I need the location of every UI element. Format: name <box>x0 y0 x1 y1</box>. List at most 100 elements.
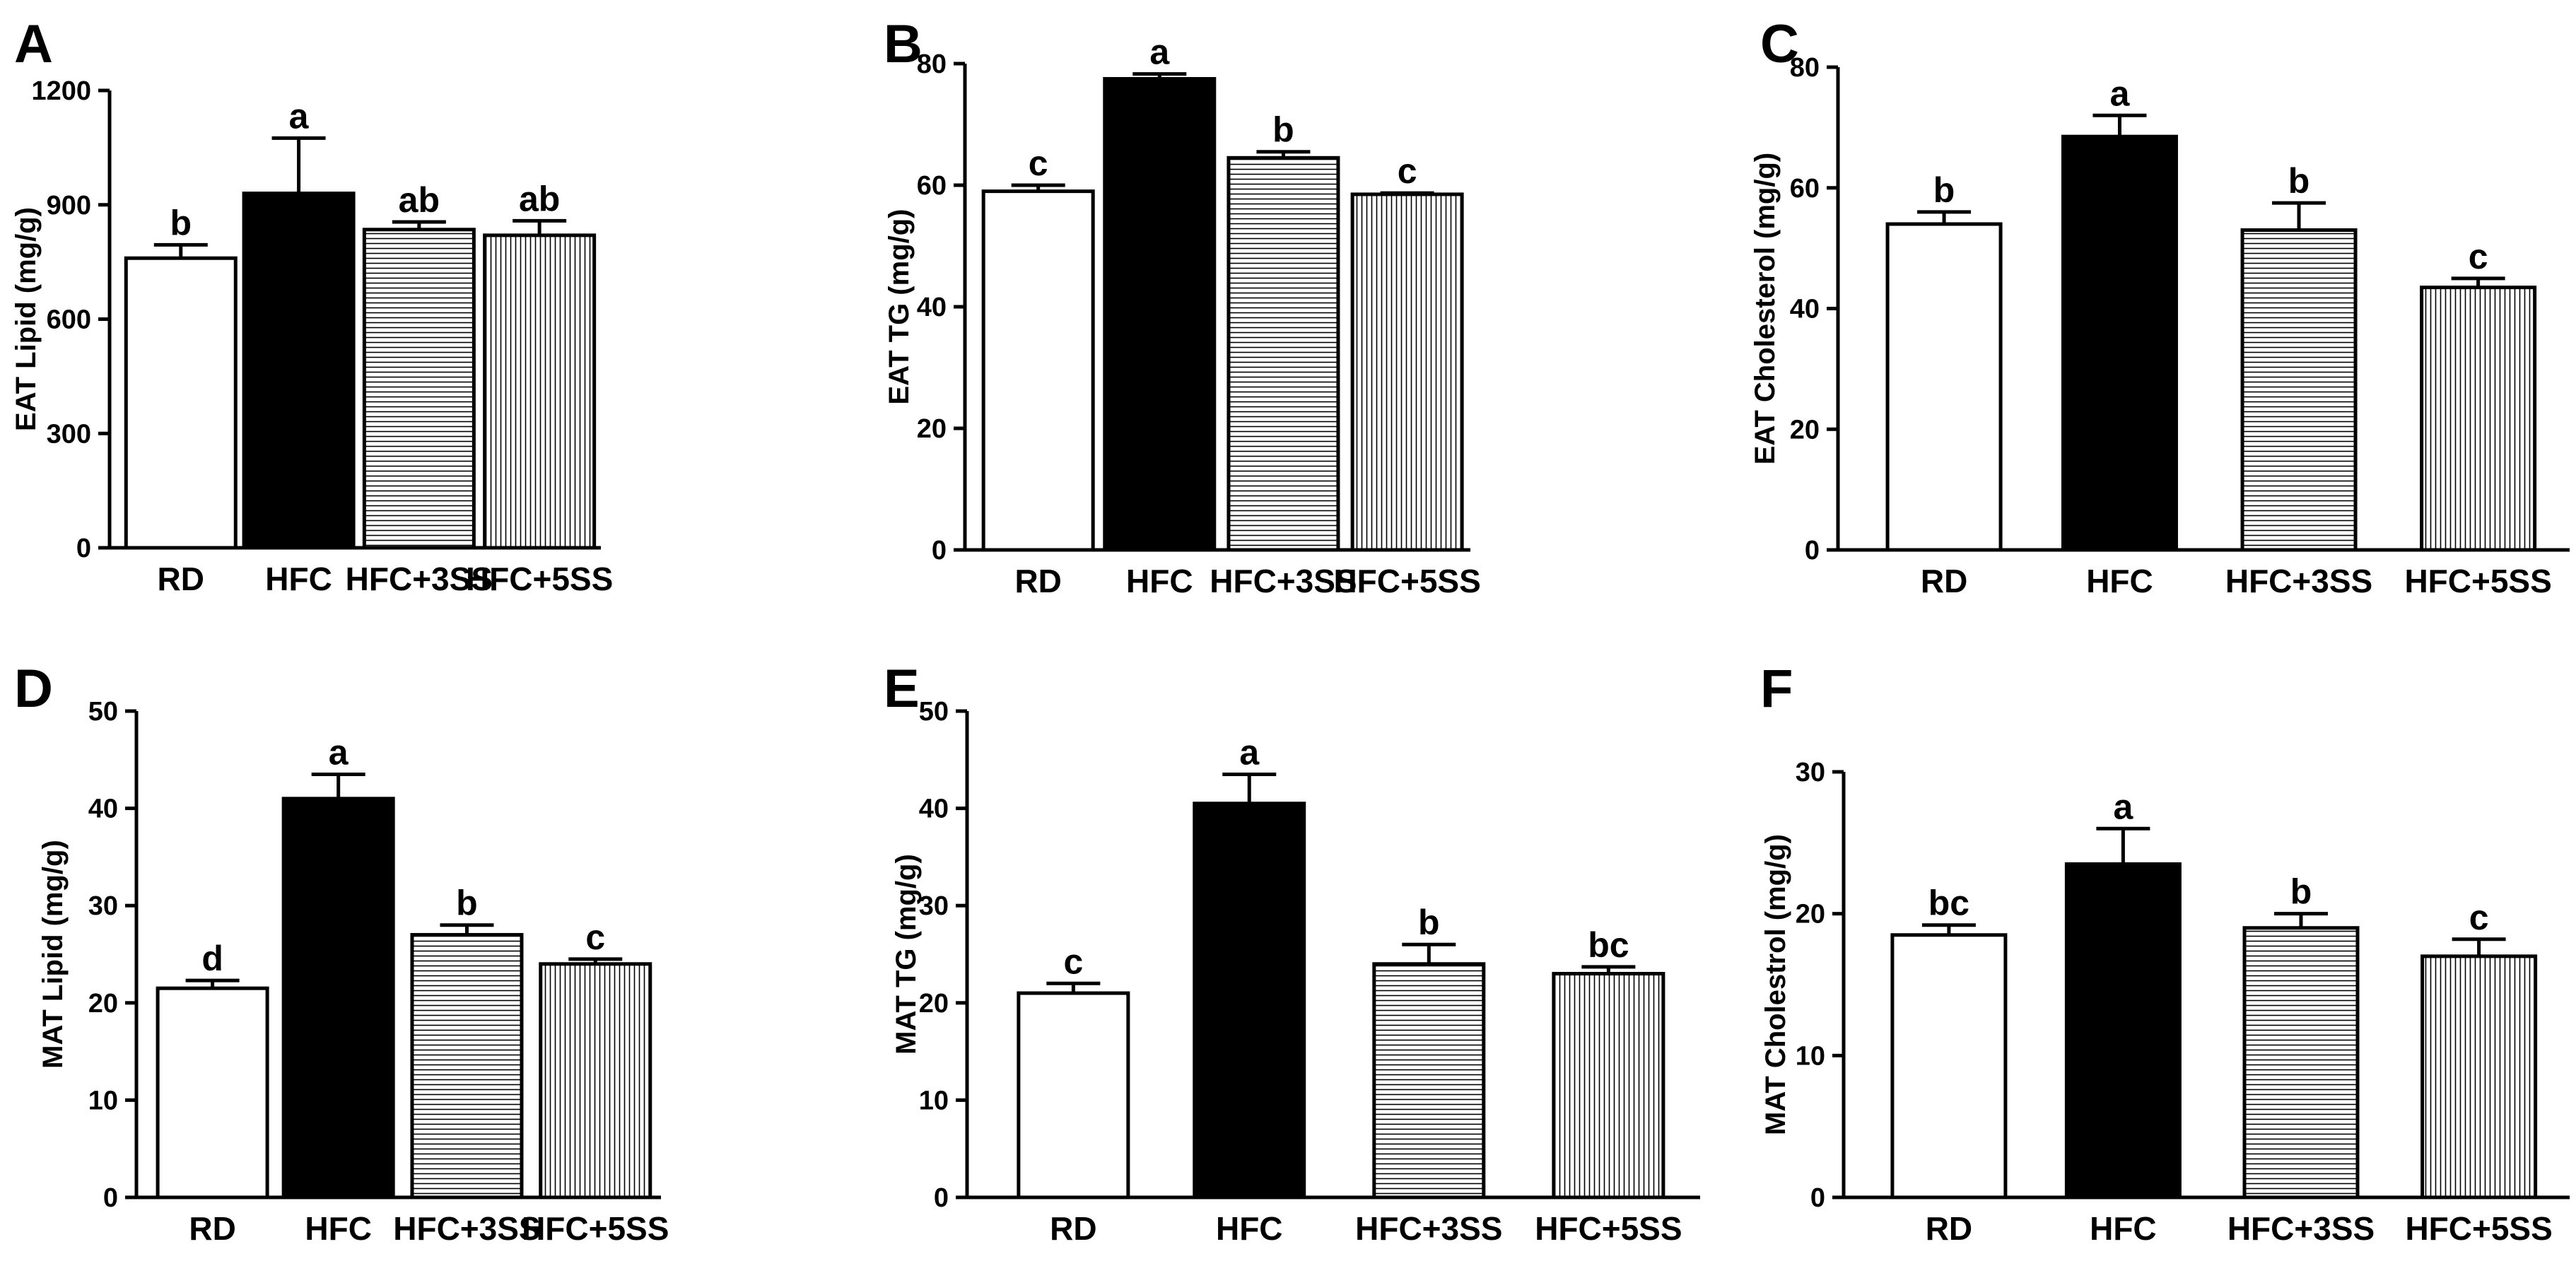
bar-hfc-3ss <box>362 228 476 550</box>
y-axis-title: MAT Lipid (mg/g) <box>37 840 69 1069</box>
x-tick-label: RD <box>1926 1210 1972 1247</box>
significance-letter: ab <box>519 179 560 218</box>
y-tick-label: 0 <box>932 536 947 565</box>
bar-hfc-5ss <box>539 962 652 1200</box>
x-tick-label: HFC+3SS <box>1355 1210 1502 1247</box>
y-tick-label: 30 <box>919 891 949 921</box>
bar-hfc <box>2061 134 2178 552</box>
y-tick-label: 60 <box>917 171 947 201</box>
x-tick-label: HFC+5SS <box>2404 563 2551 599</box>
panel-f: F 0 10 20 30 MAT Cholestrol (mg/g) bc RD a HFC b HF… <box>1760 659 2570 1247</box>
significance-letter: a <box>1149 33 1170 72</box>
x-tick-label: HFC+5SS <box>466 561 613 597</box>
bar-hfc-5ss <box>2420 954 2538 1200</box>
significance-letter: a <box>289 96 310 136</box>
bar-hfc <box>1193 802 1306 1200</box>
bar-hfc-5ss <box>1552 972 1665 1200</box>
y-tick-label: 0 <box>1810 1183 1825 1213</box>
bar-rd <box>156 986 269 1200</box>
bar-hfc-3ss <box>1226 156 1340 552</box>
x-tick-label: HFC+3SS <box>2227 1210 2375 1247</box>
y-tick-label: 50 <box>919 697 949 727</box>
bar-hfc-3ss <box>2242 926 2360 1200</box>
panel-d: D 0 10 20 30 40 50 MAT Lipid (mg/g) d RD a HFC b HFC+… <box>14 659 669 1247</box>
bar-hfc-5ss <box>1350 192 1464 552</box>
y-tick-label: 20 <box>1796 900 1825 929</box>
y-tick-label: 60 <box>1790 174 1820 204</box>
y-tick-label: 50 <box>88 697 118 727</box>
bar-hfc-3ss <box>410 932 524 1200</box>
y-tick-label: 0 <box>76 534 91 563</box>
x-tick-label: HFC+3SS <box>1210 563 1357 599</box>
y-tick-label: 10 <box>919 1086 949 1115</box>
bar-rd <box>124 256 238 550</box>
significance-letter: b <box>170 203 192 242</box>
significance-letter: c <box>1063 942 1083 981</box>
x-tick-label: RD <box>158 561 204 597</box>
y-axis-title: MAT Cholestrol (mg/g) <box>1760 834 1791 1135</box>
y-tick-label: 0 <box>103 1183 118 1213</box>
y-tick-label: 10 <box>1796 1041 1825 1071</box>
x-tick-label: HFC <box>305 1210 372 1247</box>
x-tick-label: HFC <box>1126 563 1193 599</box>
significance-letter: b <box>456 884 478 923</box>
bar-rd <box>1017 991 1130 1200</box>
panel-a: A 0 300 600 900 1200 EAT Lipid (mg/g) b RD a HFC ab… <box>11 14 613 597</box>
x-tick-label: HFC+5SS <box>522 1210 669 1247</box>
significance-letter: b <box>1272 110 1294 150</box>
y-tick-label: 30 <box>88 891 118 921</box>
significance-letter: b <box>2290 872 2312 912</box>
panel-label: D <box>14 659 53 719</box>
panel-c: C 0 20 40 60 80 EAT Cholesterol (mg/g) b RD a HFC b… <box>1750 14 2570 599</box>
significance-letter: a <box>2113 787 2133 826</box>
significance-letter: b <box>1933 170 1955 210</box>
panel-e: E 0 10 20 30 40 50 MAT TG (mg/g) c RD a HFC b HFC+3SS… <box>884 659 1700 1247</box>
x-tick-label: HFC+3SS <box>2225 563 2372 599</box>
y-tick-label: 0 <box>934 1183 949 1213</box>
y-tick-label: 1200 <box>31 76 91 106</box>
x-tick-label: HFC <box>1216 1210 1283 1247</box>
x-tick-label: RD <box>1921 563 1967 599</box>
y-tick-label: 80 <box>917 49 947 79</box>
significance-letter: c <box>2469 898 2489 937</box>
significance-letter: b <box>2288 161 2310 201</box>
panel-label: B <box>884 14 923 74</box>
x-tick-label: HFC+5SS <box>1535 1210 1682 1247</box>
x-tick-label: RD <box>1050 1210 1096 1247</box>
y-axis-title: EAT TG (mg/g) <box>884 209 915 405</box>
x-tick-label: HFC+3SS <box>393 1210 540 1247</box>
bar-hfc <box>242 192 356 550</box>
significance-letter: d <box>201 939 223 978</box>
y-tick-label: 40 <box>1790 295 1820 324</box>
significance-letter: c <box>1029 143 1048 183</box>
bar-hfc <box>1103 77 1217 552</box>
bar-rd <box>1885 222 2003 552</box>
y-tick-label: 900 <box>47 191 91 221</box>
y-axis-title: EAT Cholesterol (mg/g) <box>1750 153 1781 464</box>
panel-label: F <box>1760 659 1793 719</box>
y-tick-label: 20 <box>1790 415 1820 445</box>
y-tick-label: 40 <box>88 794 118 824</box>
significance-letter: bc <box>1588 925 1629 965</box>
x-tick-label: RD <box>189 1210 235 1247</box>
significance-letter: ab <box>399 180 440 220</box>
x-tick-label: HFC <box>2086 563 2153 599</box>
y-tick-label: 20 <box>919 989 949 1019</box>
bar-hfc-3ss <box>1372 962 1486 1200</box>
significance-letter: a <box>2110 74 2131 113</box>
significance-letter: c <box>585 917 605 957</box>
bar-rd <box>981 189 1095 552</box>
panel-label: E <box>884 659 920 719</box>
y-tick-label: 40 <box>919 794 949 824</box>
bar-hfc <box>2064 862 2182 1200</box>
significance-letter: a <box>1239 732 1260 772</box>
panel-b: B 0 20 40 60 80 EAT TG (mg/g) c RD a HFC b HFC+3SS c H… <box>884 14 1481 599</box>
y-tick-label: 20 <box>88 989 118 1019</box>
x-tick-label: RD <box>1014 563 1061 599</box>
significance-letter: a <box>329 732 349 772</box>
bar-hfc-5ss <box>483 233 597 550</box>
bar-hfc <box>281 797 395 1200</box>
x-tick-label: HFC+5SS <box>2405 1210 2552 1247</box>
